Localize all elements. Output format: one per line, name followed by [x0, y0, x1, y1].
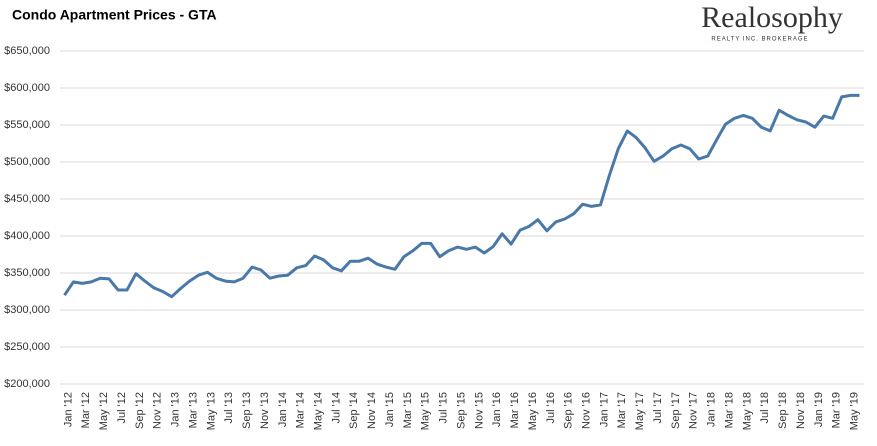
x-tick-label: Jan '13 — [170, 392, 182, 427]
x-tick-label: Nov '14 — [366, 392, 378, 429]
x-tick-label: Mar '13 — [187, 392, 199, 428]
x-tick-label: Jan '16 — [491, 392, 503, 427]
y-tick-label: $600,000 — [4, 82, 50, 94]
chart-title: Condo Apartment Prices - GTA — [12, 7, 217, 23]
x-tick-label: Sep '15 — [455, 392, 467, 429]
y-tick-label: $550,000 — [4, 119, 50, 131]
x-tick-label: Jan '12 — [62, 392, 74, 427]
x-tick-label: Jul '13 — [223, 392, 235, 423]
y-tick-label: $400,000 — [4, 230, 50, 242]
x-tick-label: Jan '14 — [277, 392, 289, 427]
x-tick-label: May '12 — [98, 392, 110, 430]
x-tick-label: Jul '12 — [116, 392, 128, 423]
x-tick-label: Nov '18 — [795, 392, 807, 429]
x-tick-label: Mar '18 — [723, 392, 735, 428]
x-tick-label: Mar '16 — [509, 392, 521, 428]
x-tick-label: Jan '19 — [813, 392, 825, 427]
x-tick-label: Mar '12 — [80, 392, 92, 428]
x-tick-label: Sep '18 — [777, 392, 789, 429]
y-tick-label: $250,000 — [4, 341, 50, 353]
x-tick-label: Mar '17 — [616, 392, 628, 428]
x-tick-label: Nov '16 — [581, 392, 593, 429]
x-tick-label: May '18 — [741, 392, 753, 430]
x-tick-label: Nov '13 — [259, 392, 271, 429]
y-tick-label: $300,000 — [4, 304, 50, 316]
data-line — [63, 93, 860, 299]
x-tick-label: Mar '19 — [831, 392, 843, 428]
x-tick-label: May '19 — [849, 392, 861, 430]
x-tick-label: Jan '17 — [598, 392, 610, 427]
x-tick-label: May '16 — [527, 392, 539, 430]
x-tick-label: Jul '17 — [652, 392, 664, 423]
x-tick-label: May '14 — [313, 392, 325, 430]
y-tick-label: $350,000 — [4, 267, 50, 279]
y-tick-label: $500,000 — [4, 156, 50, 168]
brand-logo: Realosophy — [701, 1, 843, 34]
x-tick-label: Jul '16 — [545, 392, 557, 423]
x-tick-label: Sep '12 — [134, 392, 146, 429]
x-tick-label: Nov '15 — [473, 392, 485, 429]
x-tick-label: Mar '14 — [295, 392, 307, 428]
y-tick-label: $650,000 — [4, 45, 50, 57]
x-tick-label: Jul '14 — [330, 392, 342, 423]
y-tick-label: $450,000 — [4, 193, 50, 205]
x-tick-label: Nov '12 — [152, 392, 164, 429]
x-tick-label: Sep '16 — [563, 392, 575, 429]
x-tick-label: Sep '13 — [241, 392, 253, 429]
y-tick-label: $200,000 — [4, 378, 50, 390]
x-tick-label: May '13 — [205, 392, 217, 430]
x-tick-label: Jul '15 — [438, 392, 450, 423]
x-tick-label: Mar '15 — [402, 392, 414, 428]
brand-subtitle: REALTY INC. BROKERAGE — [711, 37, 808, 43]
x-tick-label: May '15 — [420, 392, 432, 430]
x-tick-label: Jul '18 — [759, 392, 771, 423]
x-tick-label: Sep '17 — [670, 392, 682, 429]
x-tick-label: Jan '15 — [384, 392, 396, 427]
x-tick-label: Nov '17 — [688, 392, 700, 429]
x-tick-label: Jan '18 — [706, 392, 718, 427]
x-tick-label: May '17 — [634, 392, 646, 430]
x-tick-label: Sep '14 — [348, 392, 360, 429]
